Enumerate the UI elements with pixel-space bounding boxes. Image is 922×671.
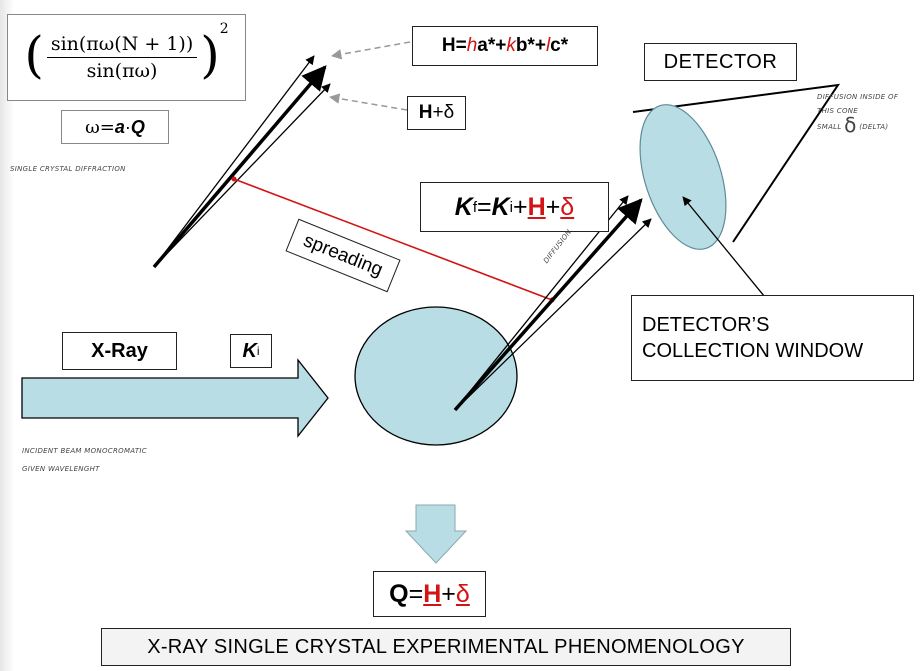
collection-window-box: DETECTOR’S COLLECTION WINDOW (631, 295, 914, 381)
q-plus: + (441, 579, 456, 608)
collection-line2: COLLECTION WINDOW (642, 340, 864, 362)
h-delta-pointer (328, 93, 408, 111)
note-diffusion-cone: DIFFUSION INSIDE OF THIS CONE SMALL δ (D… (817, 90, 899, 135)
h-delta-rest: +δ (432, 102, 455, 123)
h-cstar: c* (550, 35, 569, 56)
detector-box: DETECTOR (644, 43, 797, 81)
incident-beam-arrow (21, 358, 329, 438)
upper-reflection-fan (152, 55, 331, 269)
h-coef-l: l (545, 35, 551, 56)
q-q: Q (389, 579, 409, 608)
spreading-line (233, 178, 553, 301)
h-coef-k: k (506, 35, 516, 56)
kf-plus1: + (513, 192, 528, 221)
xray-label: X-Ray (91, 339, 148, 362)
note-incident-line2: GIVEN WAVELENGHT (22, 465, 100, 473)
kf-plus2: + (545, 192, 561, 221)
formula-left-paren: ( (24, 25, 44, 84)
omega-dot: · (124, 116, 131, 137)
slide-edge-shadow (0, 0, 14, 671)
formula-right-paren: ) (200, 25, 220, 84)
note-diffusion-line3: SMALL (817, 123, 842, 131)
kf-ki: K (491, 192, 510, 221)
omega-prefix: ω= (85, 116, 115, 138)
h-bstar: b*+ (515, 35, 546, 56)
note-incident-line1: INCIDENT BEAM MONOCROMATIC (22, 447, 147, 455)
formula-box: ( sin(πω(N + 1)) sin(πω) ) 2 (7, 14, 246, 101)
note-diffusion-line3-wrap: SMALL δ (DELTA) (817, 115, 898, 135)
formula-fraction: sin(πω(N + 1)) sin(πω) (46, 33, 198, 82)
ki-k: K (242, 339, 257, 362)
formula-denominator: sin(πω) (86, 60, 158, 82)
h-coef-h: h (466, 35, 478, 56)
spreading-start-dot (231, 176, 237, 182)
kf-sub-i: i (509, 198, 514, 216)
kf-k: K (454, 192, 473, 221)
note-diffusion-delta: δ (844, 113, 857, 137)
h-delta-box: H +δ (407, 96, 466, 130)
ki-sub-i: i (256, 344, 260, 358)
detector-label: DETECTOR (663, 50, 778, 73)
result-down-arrow (404, 504, 468, 564)
formula-power: 2 (219, 21, 229, 37)
xray-box: X-Ray (62, 332, 177, 370)
kf-delta: δ (560, 192, 575, 221)
crystal-ellipse (354, 306, 518, 446)
q-equation-box: Q = H + δ (373, 571, 486, 617)
omega-box: ω= a · Q (61, 110, 169, 144)
note-single-crystal: SINGLE CRYSTAL DIFFRACTION (10, 165, 126, 173)
collection-window-text: DETECTOR’S COLLECTION WINDOW (642, 312, 863, 364)
h-vector-pointer (330, 41, 411, 60)
formula-numerator: sin(πω(N + 1)) (46, 33, 198, 58)
note-diffusion-line2: THIS CONE (817, 107, 859, 115)
q-h: H (423, 579, 442, 608)
collection-window-pointer (682, 196, 770, 303)
note-diffusion-line1: DIFFUSION INSIDE OF (817, 93, 899, 101)
title-box: X-RAY SINGLE CRYSTAL EXPERIMENTAL PHENOM… (101, 628, 791, 666)
note-diffusion-tail: (DELTA) (859, 123, 889, 131)
h-vector-box: H= h a*+ k b*+ l c* (412, 26, 598, 66)
collection-line1: DETECTOR’S (642, 314, 770, 336)
kf-sub-f: f (472, 198, 477, 216)
omega-a: a (114, 116, 125, 137)
h-delta-h: H (418, 102, 433, 123)
h-prefix: H= (441, 35, 467, 56)
detector-cone (632, 83, 841, 250)
h-astar: a*+ (477, 35, 507, 56)
omega-q: Q (130, 116, 145, 137)
q-delta: δ (455, 579, 470, 608)
note-incident-beam: INCIDENT BEAM MONOCROMATIC GIVEN WAVELEN… (22, 442, 147, 478)
slide-title: X-RAY SINGLE CRYSTAL EXPERIMENTAL PHENOM… (147, 635, 745, 658)
kf-eq: = (477, 192, 492, 221)
kf-h: H (527, 192, 546, 221)
q-eq: = (408, 579, 424, 608)
